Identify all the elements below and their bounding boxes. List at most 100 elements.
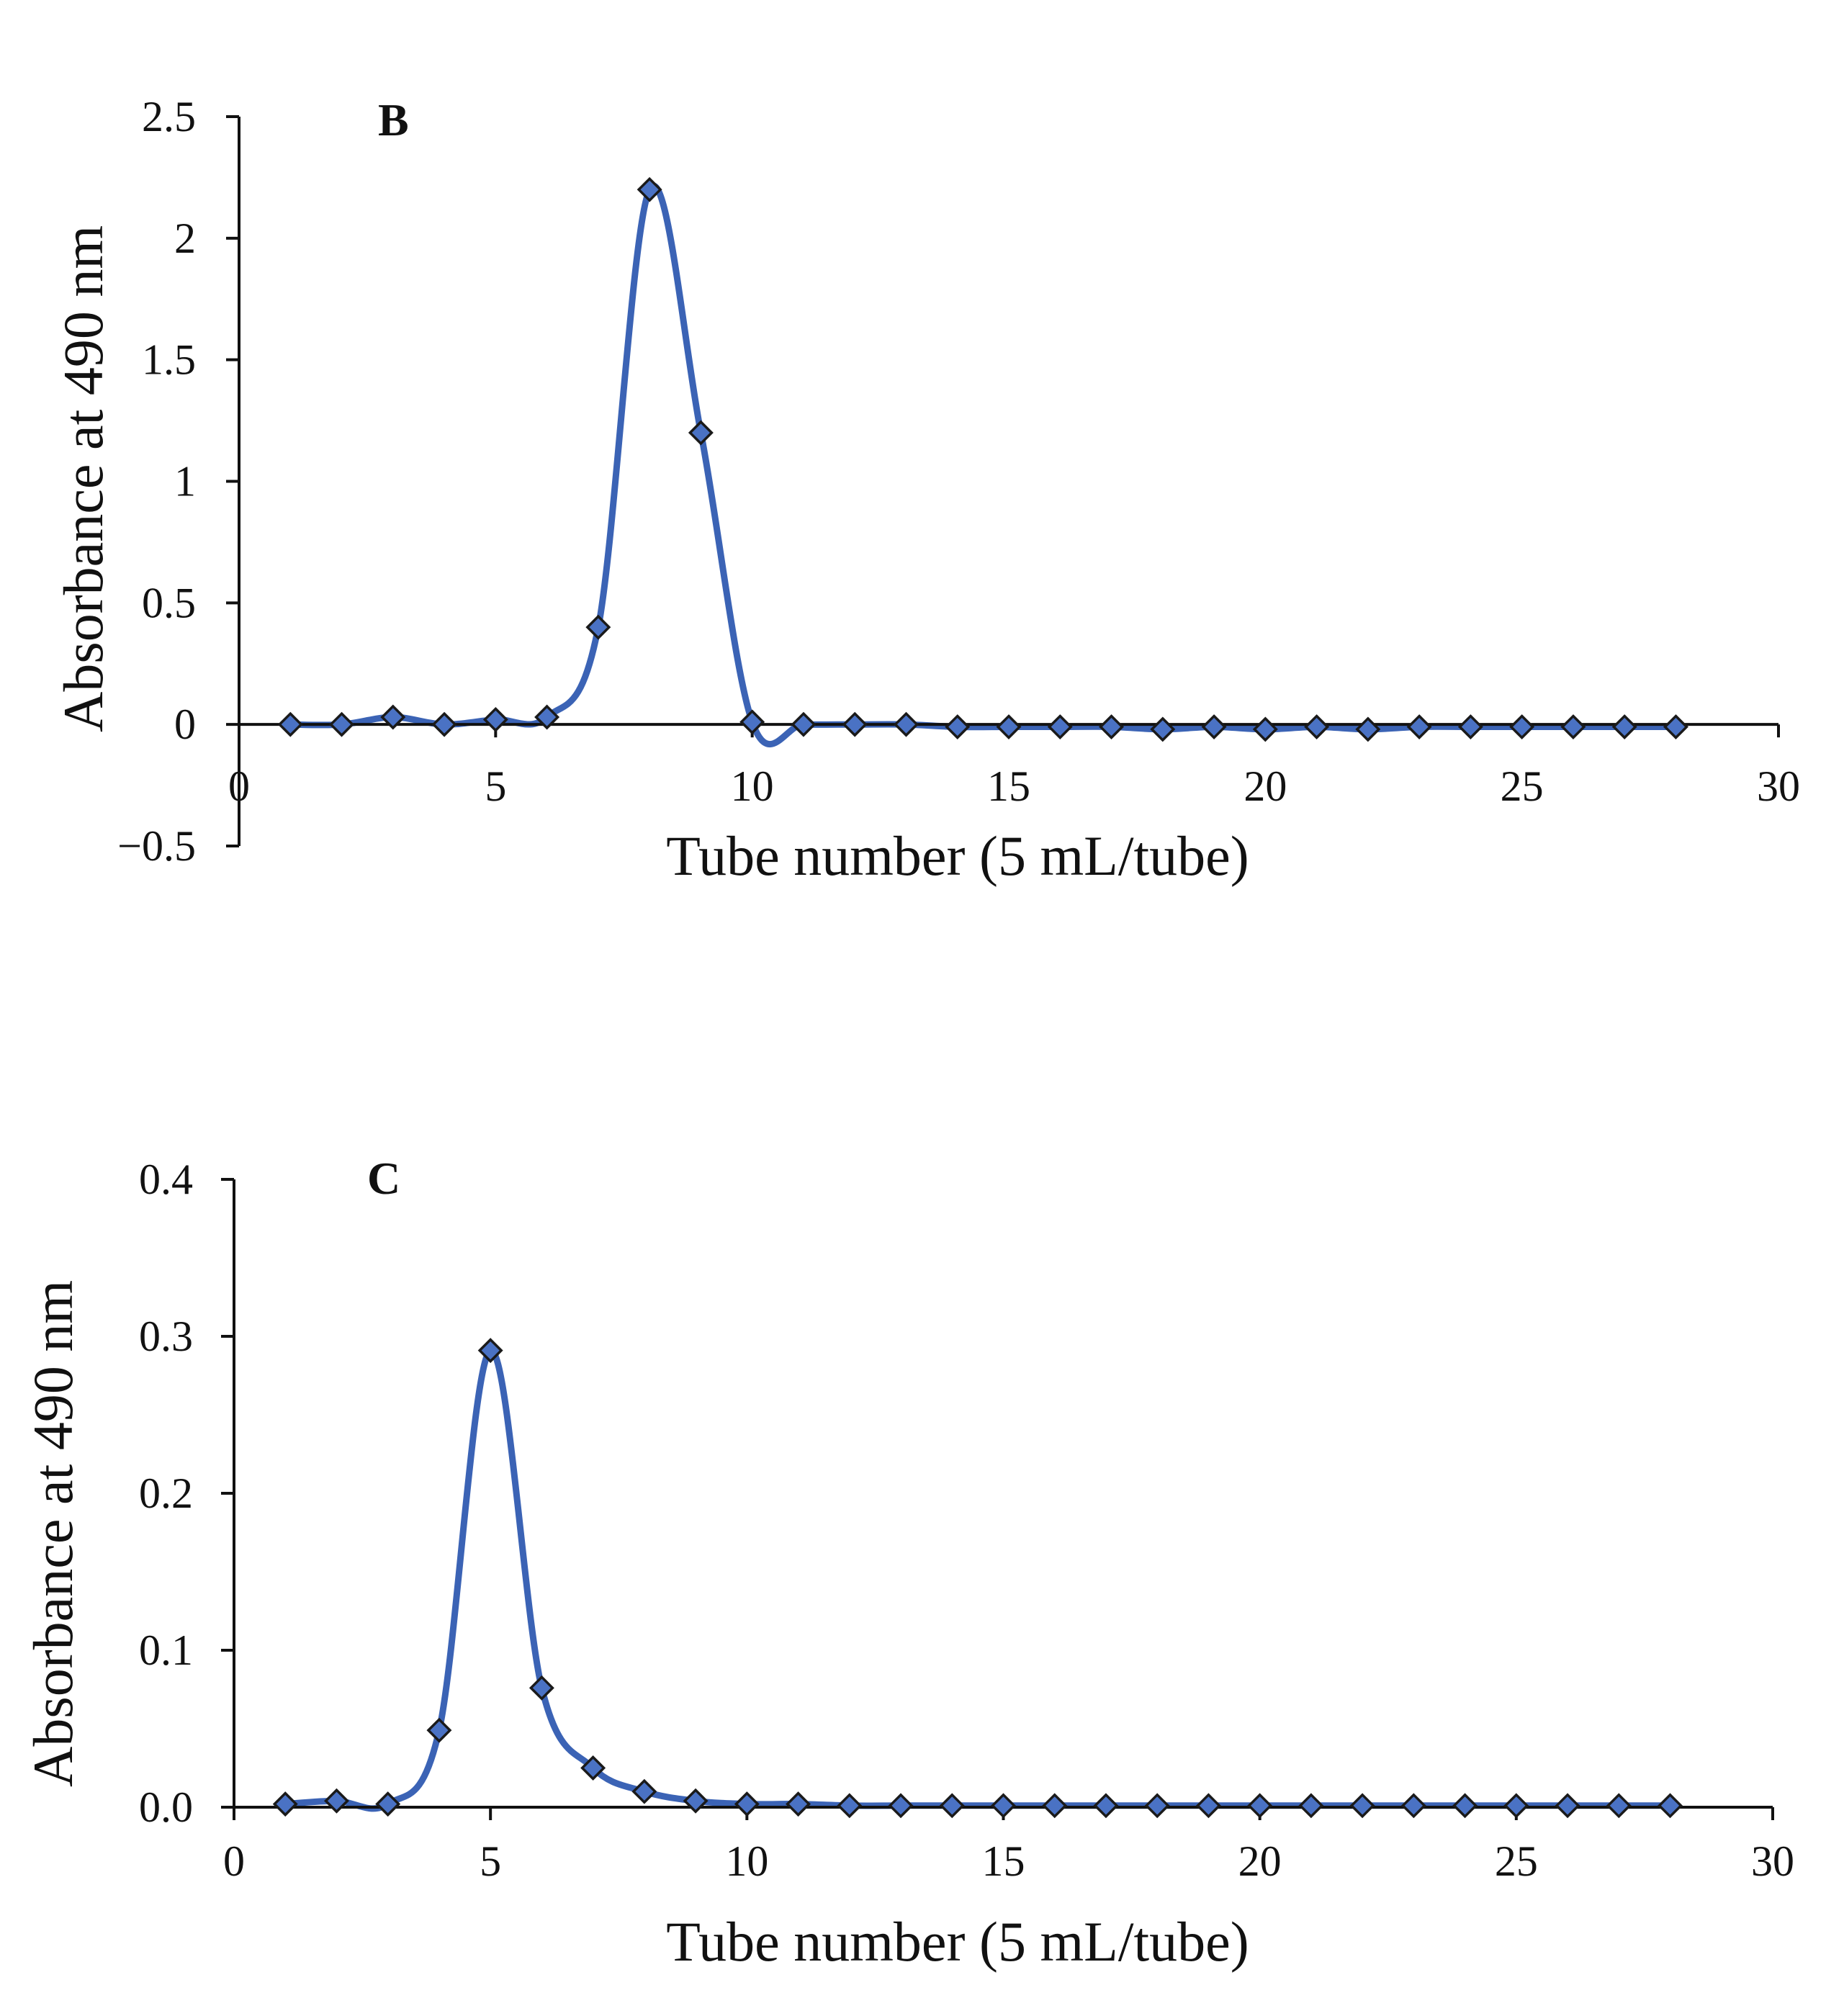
panel-c-data-point (1452, 1793, 1478, 1819)
panel-b-data-point (329, 711, 355, 737)
panel-c-data-point (1503, 1793, 1529, 1819)
panel-b-y-ticks: −0.5 0 0.5 1 1.5 2 2.5 (117, 93, 239, 870)
panel-b-data-point (1457, 714, 1483, 740)
panel-b-x-axis-title: Tube number (5 mL/tube) (666, 824, 1249, 887)
panel-b-x-tick-label: 0 (228, 762, 250, 810)
panel-c-data-point (375, 1791, 401, 1817)
panel-c-data-point (1298, 1793, 1324, 1819)
panel-b-y-tick-label: 1 (174, 458, 196, 505)
panel-c-x-tick-label: 0 (223, 1837, 245, 1885)
panel-c-data-point (477, 1338, 503, 1364)
panel-c-data-point (734, 1791, 760, 1817)
panel-c-y-ticks: 0.0 0.1 0.2 0.3 0.4 (139, 1156, 234, 1831)
panel-b-x-tick-label: 15 (987, 762, 1030, 810)
panel-b-x-tick-label: 5 (485, 762, 506, 810)
panel-c-curve-layer (282, 1347, 1673, 1812)
panel-b-data-point (1663, 714, 1688, 740)
panel-b-data-point (893, 711, 919, 737)
panel-c-x-tick-label: 20 (1238, 1837, 1282, 1885)
panel-c-y-tick-label: 0.3 (139, 1313, 193, 1360)
panel-b-y-tick-label: 1.5 (142, 336, 196, 384)
panel-c-data-point (786, 1791, 811, 1817)
panel-c-marker-layer (272, 1338, 1683, 1819)
panel-c-x-tick-label: 15 (982, 1837, 1025, 1885)
panel-c-data-point (683, 1788, 709, 1814)
panel-b-data-point (1201, 714, 1227, 740)
panel-b-y-axis-title: Absorbance at 490 nm (52, 225, 114, 732)
panel-b-data-point (380, 704, 406, 730)
panel-c-x-tick-label: 25 (1495, 1837, 1538, 1885)
panel-b-y-tick-label: 0 (174, 701, 196, 748)
panel-b-data-point (1509, 714, 1535, 740)
panel-c-data-point (1042, 1793, 1068, 1819)
panel-b-y-tick-label: 2 (174, 215, 196, 262)
panel-c-data-point (1093, 1793, 1119, 1819)
panel-b-axes: −0.5 0 0.5 1 1.5 2 2.5 0 5 10 15 20 25 30 (117, 93, 1800, 870)
panel-c-data-point (631, 1778, 657, 1804)
panel-b-curve-layer (287, 182, 1679, 747)
panel-c-data-point (323, 1788, 349, 1814)
panel-b-data-point (1355, 716, 1381, 742)
panel-c-y-axis-title: Absorbance at 490 nm (22, 1280, 84, 1787)
panel-b-data-point (1560, 714, 1586, 740)
panel-b-data-point (996, 714, 1022, 740)
panel-c-label: C (367, 1153, 400, 1204)
panel-c-data-point (1400, 1793, 1426, 1819)
panel-c-y-tick-label: 0.0 (139, 1783, 193, 1831)
panel-b-marker-layer (277, 176, 1688, 742)
panel-b-data-point (637, 176, 662, 202)
panel-b-y-tick-label: 2.5 (142, 93, 196, 140)
panel-b-data-point (945, 714, 971, 740)
panel-c-data-point (1247, 1793, 1273, 1819)
panel-c-data-point (272, 1791, 298, 1817)
panel-b-data-point (1252, 716, 1278, 742)
panel-c-x-tick-label: 30 (1751, 1837, 1794, 1885)
panel-c-axes: 0.0 0.1 0.2 0.3 0.4 0 5 10 15 20 25 30 (139, 1156, 1794, 1885)
chart-panel-b: −0.5 0 0.5 1 1.5 2 2.5 0 5 10 15 20 25 30 B Tube num… (52, 93, 1800, 887)
panel-b-data-point (1047, 714, 1073, 740)
panel-b-series-line (287, 182, 1679, 747)
panel-c-y-tick-label: 0.2 (139, 1470, 193, 1517)
panel-b-data-point (585, 614, 611, 640)
panel-b-y-tick-label: −0.5 (117, 822, 196, 870)
panel-b-data-point (1406, 714, 1432, 740)
panel-c-data-point (1606, 1793, 1632, 1819)
panel-c-data-point (888, 1793, 914, 1819)
chart-panel-c: 0.0 0.1 0.2 0.3 0.4 0 5 10 15 20 25 30 C Tube numb… (22, 1153, 1794, 1973)
panel-b-y-tick-label: 0.5 (142, 579, 196, 626)
panel-c-data-point (426, 1717, 452, 1743)
panel-c-data-point (1658, 1793, 1683, 1819)
panel-b-data-point (842, 711, 868, 737)
panel-c-data-point (1144, 1793, 1170, 1819)
panel-c-data-point (1555, 1793, 1580, 1819)
panel-b-data-point (1304, 714, 1330, 740)
panel-c-x-tick-label: 10 (725, 1837, 768, 1885)
panel-b-data-point (1611, 714, 1637, 740)
panel-c-y-tick-label: 0.1 (139, 1626, 193, 1674)
panel-c-data-point (529, 1675, 554, 1701)
panel-b-data-point (277, 711, 303, 737)
panel-c-x-axis-title: Tube number (5 mL/tube) (666, 1910, 1249, 1973)
panel-b-x-tick-label: 10 (731, 762, 774, 810)
panel-b-data-point (791, 711, 817, 737)
panel-c-data-point (991, 1793, 1016, 1819)
panel-c-data-point (837, 1793, 863, 1819)
panel-b-data-point (1150, 716, 1176, 742)
panel-b-data-point (431, 711, 457, 737)
panel-c-data-point (1349, 1793, 1375, 1819)
panel-b-data-point (482, 706, 508, 732)
panel-c-series-line (282, 1347, 1673, 1812)
panel-c-data-point (580, 1755, 606, 1781)
panel-b-data-point (688, 420, 714, 446)
panel-c-x-ticks: 0 5 10 15 20 25 30 (223, 1807, 1794, 1885)
panel-c-data-point (939, 1793, 965, 1819)
panel-b-x-ticks: 0 5 10 15 20 25 30 (228, 724, 1800, 810)
panel-b-data-point (1099, 714, 1125, 740)
panel-c-data-point (1195, 1793, 1221, 1819)
panel-b-data-point (739, 709, 765, 735)
panel-c-x-tick-label: 5 (480, 1837, 501, 1885)
panel-b-label: B (378, 94, 409, 145)
panel-b-x-tick-label: 30 (1757, 762, 1800, 810)
panel-c-y-tick-label: 0.4 (139, 1156, 193, 1203)
